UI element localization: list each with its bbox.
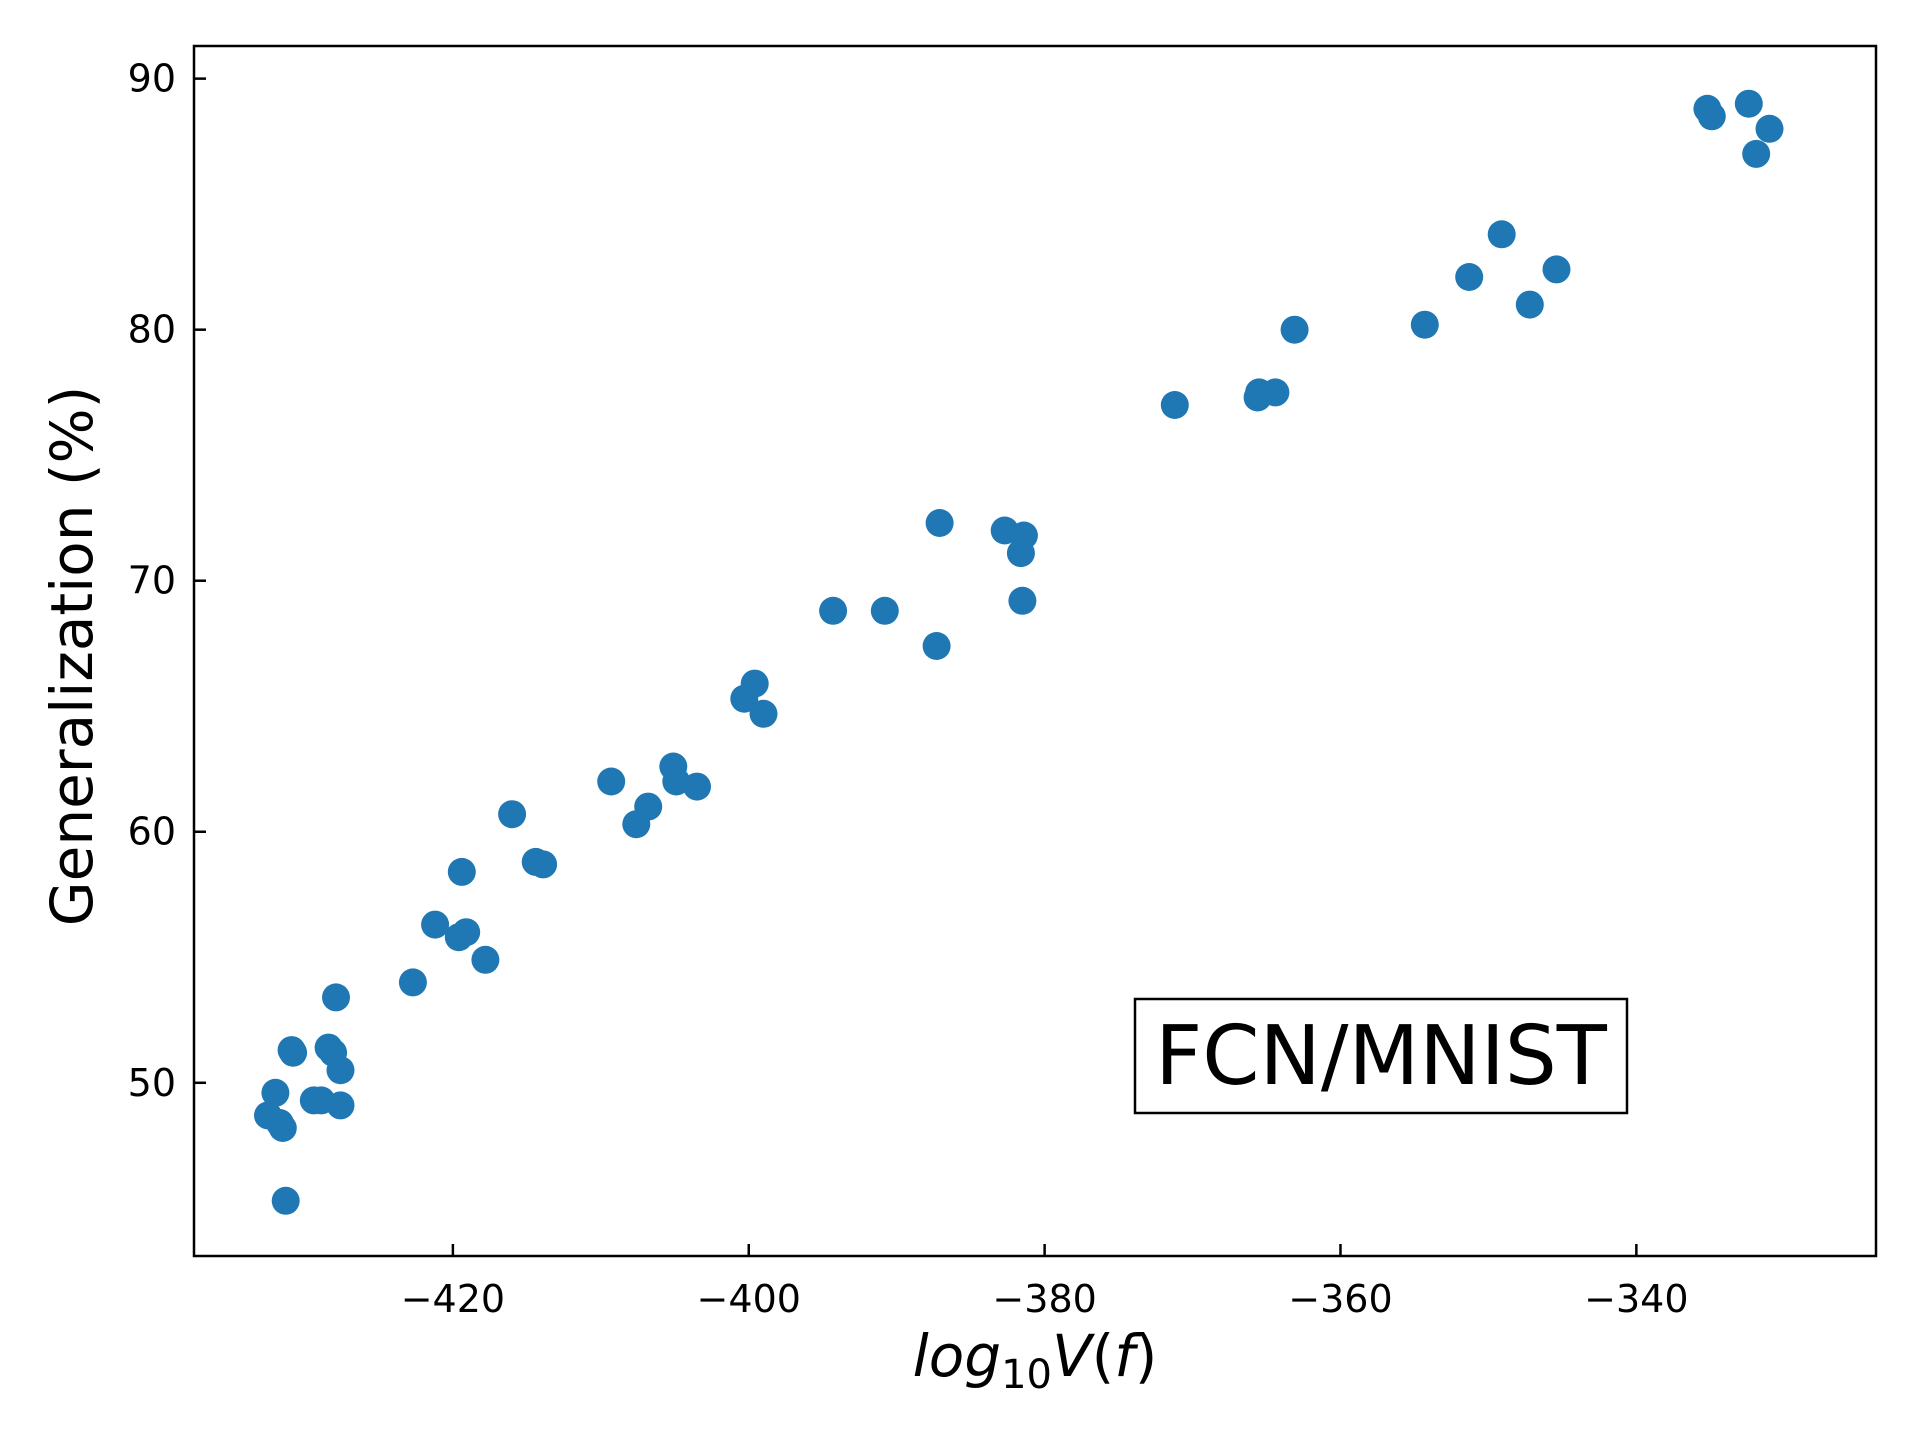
x-axis-label-subscript: 10 [1001, 1352, 1052, 1398]
plot-frame [192, 44, 1878, 1258]
x-tick-label: −380 [992, 1277, 1096, 1321]
data-point [398, 968, 427, 997]
y-tick-label: 60 [128, 810, 176, 854]
data-point [870, 596, 899, 625]
data-point [1487, 220, 1516, 249]
x-tick-label: −420 [401, 1277, 505, 1321]
x-axis-ticks: −420 −400 −380 −360 −340 [401, 1244, 1689, 1321]
data-point [922, 632, 951, 660]
data-point [1755, 114, 1784, 143]
x-tick-label: −360 [1288, 1277, 1392, 1321]
data-point [271, 1186, 300, 1215]
data-points [254, 89, 1784, 1215]
annotation-text: FCN/MNIST [1155, 1009, 1608, 1104]
y-tick-label: 80 [128, 308, 176, 352]
data-point [254, 1101, 282, 1130]
data-point [447, 857, 476, 886]
data-point [1280, 315, 1309, 344]
data-point [421, 910, 450, 939]
data-point [634, 792, 663, 821]
x-tick-label: −400 [697, 1277, 801, 1321]
data-point [1742, 139, 1771, 168]
x-axis-label-open-paren: ( [1092, 1322, 1115, 1390]
data-point [261, 1078, 290, 1107]
data-point [1160, 391, 1189, 419]
data-point [1515, 290, 1544, 319]
data-point [740, 669, 769, 698]
data-point [322, 983, 350, 1012]
data-point [749, 699, 778, 728]
y-tick-label: 70 [128, 559, 176, 603]
data-point [326, 1091, 355, 1120]
annotation-box [1133, 997, 1629, 1115]
data-point [925, 509, 954, 537]
x-axis-label-variable: V [1052, 1322, 1096, 1390]
data-point [277, 1036, 306, 1065]
data-point [1410, 310, 1439, 339]
x-axis-label-base: log [913, 1322, 1001, 1390]
data-point [471, 945, 500, 974]
data-point [597, 767, 626, 796]
data-point [1734, 89, 1763, 118]
data-point [1008, 586, 1037, 615]
data-point [1455, 263, 1484, 291]
data-point [498, 800, 527, 829]
y-axis-ticks: 50 60 70 80 90 [128, 57, 206, 1105]
data-point [683, 772, 711, 801]
data-point [326, 1056, 355, 1085]
data-point [819, 596, 848, 625]
x-tick-label: −340 [1584, 1277, 1688, 1321]
y-tick-label: 90 [128, 57, 176, 101]
data-point [1006, 539, 1035, 568]
data-point [529, 850, 558, 879]
y-axis-label: Generalization (%) [38, 386, 106, 927]
data-point [1542, 255, 1571, 284]
data-point [1697, 102, 1726, 131]
data-point [452, 918, 481, 947]
x-axis-label-close-paren: ) [1135, 1322, 1158, 1390]
y-tick-label: 50 [128, 1061, 176, 1105]
x-axis-label: log10V(f) [913, 1322, 1158, 1398]
data-point [1243, 383, 1272, 412]
